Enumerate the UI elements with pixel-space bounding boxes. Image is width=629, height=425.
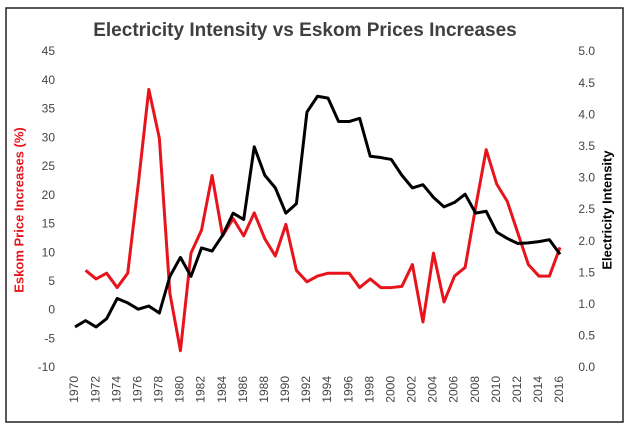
y-tick-label: 5 bbox=[48, 274, 55, 288]
y2-tick-label: 2.5 bbox=[578, 202, 595, 216]
x-tick-label: 2008 bbox=[468, 376, 482, 403]
y2-tick-label: 4.5 bbox=[578, 76, 595, 90]
y-tick-label: 40 bbox=[42, 73, 56, 87]
y2-tick-label: 5.0 bbox=[578, 44, 595, 58]
x-tick-label: 1998 bbox=[362, 376, 376, 403]
y-tick-label: 30 bbox=[42, 130, 56, 144]
x-tick-label: 1994 bbox=[320, 376, 334, 403]
y2-tick-label: 3.0 bbox=[578, 171, 595, 185]
y2-tick-label: 2.0 bbox=[578, 234, 595, 248]
y-tick-label: 25 bbox=[42, 159, 56, 173]
x-tick-label: 1980 bbox=[173, 376, 187, 403]
x-tick-label: 1982 bbox=[194, 376, 208, 403]
x-tick-label: 2010 bbox=[489, 376, 503, 403]
y-tick-label: -5 bbox=[44, 331, 55, 345]
x-tick-label: 1990 bbox=[278, 376, 292, 403]
y2-tick-label: 3.5 bbox=[578, 139, 595, 153]
y-tick-label: 15 bbox=[42, 217, 56, 231]
chart-title: Electricity Intensity vs Eskom Prices In… bbox=[93, 20, 517, 41]
y2-tick-label: 0.0 bbox=[578, 360, 595, 374]
y-tick-label: -10 bbox=[38, 360, 56, 374]
x-tick-label: 1984 bbox=[215, 376, 229, 403]
y-tick-label: 10 bbox=[42, 245, 56, 259]
x-tick-label: 1970 bbox=[67, 376, 81, 403]
series-line bbox=[74, 94, 562, 329]
x-tick-label: 1996 bbox=[341, 376, 355, 403]
x-tick-label: 2006 bbox=[447, 376, 461, 403]
x-tick-label: 1992 bbox=[299, 376, 313, 403]
y2-tick-label: 1.0 bbox=[578, 297, 595, 311]
x-tick-label: 2012 bbox=[510, 376, 524, 403]
y-tick-label: 0 bbox=[48, 303, 55, 317]
x-tick-label: 1986 bbox=[236, 376, 250, 403]
x-tick-label: 2002 bbox=[405, 376, 419, 403]
x-tick-label: 2004 bbox=[426, 376, 440, 403]
y2-axis-label: Electricity Intensity bbox=[599, 150, 614, 270]
x-tick-label: 1988 bbox=[257, 376, 271, 403]
x-tick-label: 1976 bbox=[130, 376, 144, 403]
frame bbox=[5, 7, 624, 423]
y-axis-label: Eskom Price Increases (%) bbox=[11, 127, 26, 292]
x-tick-label: 2000 bbox=[383, 376, 397, 403]
y-tick-label: 35 bbox=[42, 102, 56, 116]
series-line bbox=[84, 87, 562, 353]
y-tick-label: 20 bbox=[42, 188, 56, 202]
x-tick-label: 2016 bbox=[552, 376, 566, 403]
y2-tick-label: 0.5 bbox=[578, 329, 595, 343]
x-tick-label: 2014 bbox=[531, 376, 545, 403]
y2-tick-label: 4.0 bbox=[578, 107, 595, 121]
y-tick-label: 45 bbox=[42, 44, 56, 58]
x-tick-label: 1974 bbox=[109, 376, 123, 403]
x-tick-label: 1978 bbox=[152, 376, 166, 403]
y2-tick-label: 1.5 bbox=[578, 265, 595, 279]
x-tick-label: 1972 bbox=[88, 376, 102, 403]
